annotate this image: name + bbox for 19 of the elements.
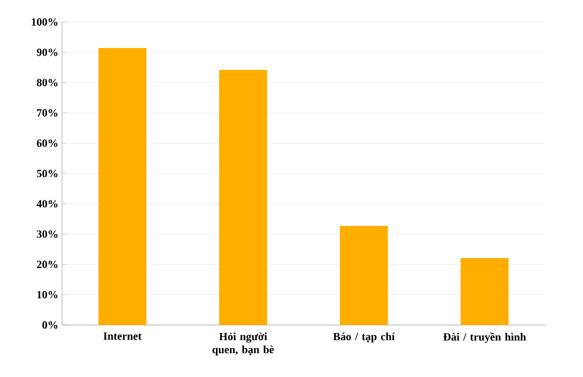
y-tick-label: 80% [36,78,58,86]
y-tick-label: 30% [36,230,58,238]
bar [340,226,388,325]
y-tick-label: 90% [36,48,58,56]
y-tick-label: 100% [32,18,58,26]
y-tick-label: 0% [42,321,58,329]
y-tick-label: 40% [36,200,58,208]
x-tick-label: Báo / tạp chí [333,332,395,342]
y-tick-label: 70% [37,109,58,117]
x-tick-label: Hỏi người quen, bạn bè [212,332,274,356]
bar [98,48,146,325]
bar [219,70,268,325]
y-tick-label: 60% [36,139,58,147]
x-tick-label: Internet [104,332,142,340]
y-tick-label: 50% [36,170,58,178]
y-tick-label: 20% [36,260,58,268]
y-tick-label: 10% [37,290,58,298]
bar [460,258,509,325]
x-tick-label: Đài / truyền hình [443,332,526,343]
